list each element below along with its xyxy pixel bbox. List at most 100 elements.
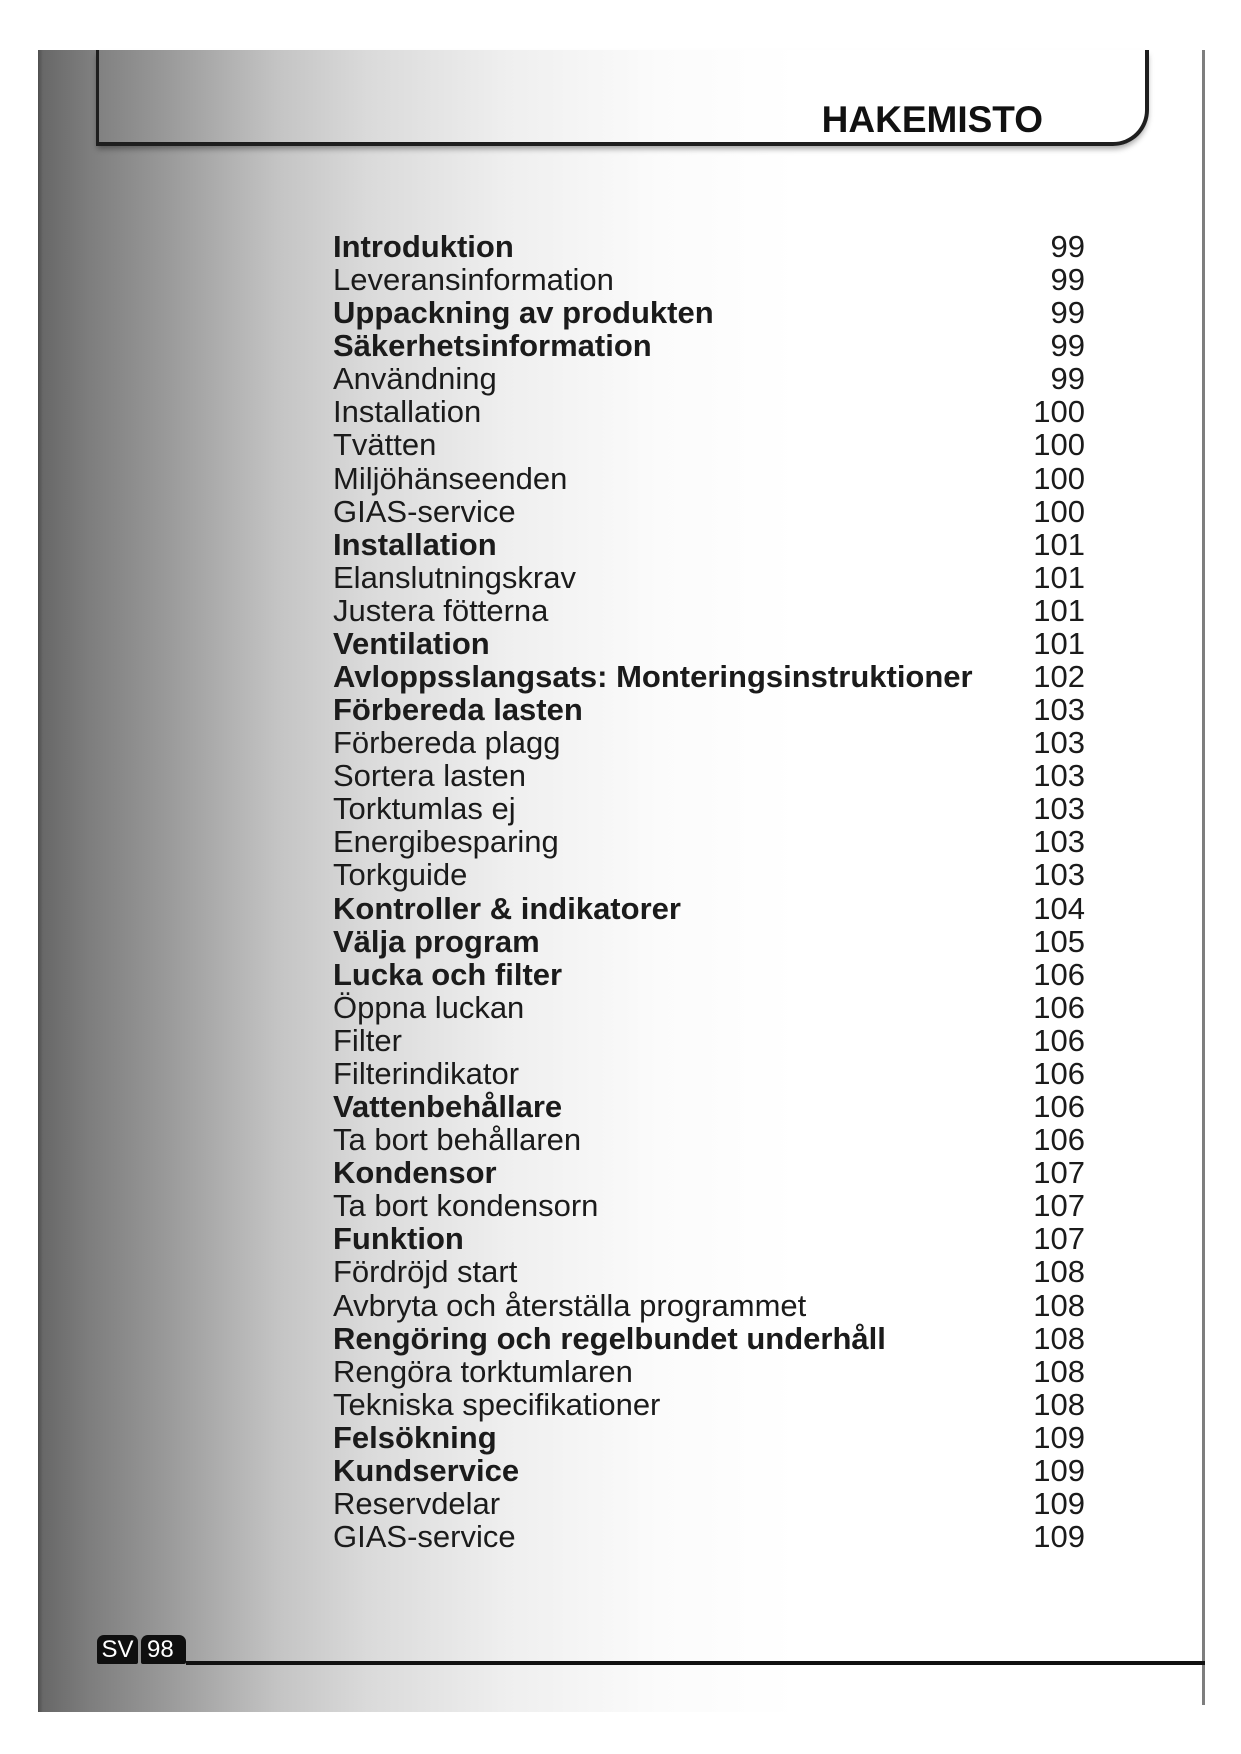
toc-row: Justera fötterna 101 (333, 594, 1085, 627)
toc-item-page-number: 105 (1033, 923, 1085, 959)
toc-row: Felsökning 109 (333, 1421, 1085, 1454)
toc-row: Miljöhänseenden 100 (333, 460, 1085, 496)
toc-row: Kundservice 109 (333, 1454, 1085, 1487)
toc-item-page-number: 109 (1033, 1519, 1085, 1555)
toc-item-label: Installation (333, 394, 482, 430)
page-number-label: 98 (147, 1636, 174, 1663)
toc-item-page-number: 99 (1050, 262, 1085, 298)
toc-item-page-number: 99 (1050, 328, 1085, 364)
toc-row: Rengöring och regelbundet underhåll 108 (333, 1320, 1085, 1356)
toc-item-label: Användning (333, 361, 497, 397)
toc-row: Energibesparing 103 (333, 825, 1085, 858)
toc-item-label: Rengöring och regelbundet underhåll (333, 1320, 886, 1356)
toc-item-page-number: 106 (1033, 989, 1085, 1025)
toc-item-page-number: 103 (1033, 824, 1085, 860)
toc-row: Avbryta och återställa programmet 108 (333, 1287, 1085, 1323)
toc-item-page-number: 99 (1050, 295, 1085, 331)
toc-item-page-number: 103 (1033, 857, 1085, 893)
toc-item-label: Avbryta och återställa programmet (333, 1287, 807, 1323)
toc-item-label: Funktion (333, 1221, 464, 1257)
toc-item-label: Fördröjd start (333, 1254, 518, 1290)
toc-item-label: Uppackning av produkten (333, 295, 714, 331)
toc-item-page-number: 109 (1033, 1419, 1085, 1455)
toc-row: Välja program 105 (333, 925, 1085, 958)
toc-item-label: Sortera lasten (333, 758, 526, 794)
toc-item-label: Introduktion (333, 229, 514, 264)
toc-item-label: Torktumlas ej (333, 791, 516, 827)
toc-row: Ta bort kondensorn 107 (333, 1189, 1085, 1222)
toc-item-page-number: 106 (1033, 956, 1085, 992)
toc-item-page-number: 100 (1033, 493, 1085, 529)
toc-row: Leveransinformation 99 (333, 263, 1085, 296)
toc-item-page-number: 107 (1033, 1221, 1085, 1257)
toc-item-label: Miljöhänseenden (333, 460, 568, 496)
toc-item-label: Justera fötterna (333, 592, 549, 628)
toc-row: Sortera lasten 103 (333, 759, 1085, 792)
toc-item-page-number: 99 (1050, 229, 1085, 264)
toc-row: Ta bort behållaren 106 (333, 1123, 1085, 1156)
toc-row: Torktumlas ej 103 (333, 792, 1085, 825)
toc-item-page-number: 103 (1033, 791, 1085, 827)
toc-item-label: Ventilation (333, 625, 490, 661)
toc-item-page-number: 100 (1033, 427, 1085, 463)
toc-row: Öppna luckan 106 (333, 991, 1085, 1024)
toc-item-label: Rengöra torktumlaren (333, 1353, 633, 1389)
toc-item-label: Öppna luckan (333, 989, 525, 1025)
toc-row: Rengöra torktumlaren 108 (333, 1355, 1085, 1388)
toc-item-page-number: 101 (1033, 559, 1085, 595)
toc-item-page-number: 102 (1033, 659, 1085, 695)
toc-item-page-number: 108 (1033, 1353, 1085, 1389)
toc-row: Avloppsslangsats: Monteringsinstruktione… (333, 660, 1085, 693)
toc-item-label: Torkguide (333, 857, 468, 893)
toc-row: Användning 99 (333, 362, 1085, 395)
toc-item-label: Reservdelar (333, 1485, 501, 1521)
toc-row: Förbereda lasten 103 (333, 693, 1085, 726)
toc-row: Fördröjd start 108 (333, 1255, 1085, 1288)
toc-item-label: GIAS-service (333, 493, 516, 529)
page-title: HAKEMISTO (821, 99, 1043, 140)
toc-item-page-number: 104 (1033, 890, 1085, 926)
toc-row: GIAS-service 100 (333, 495, 1085, 528)
toc-item-page-number: 100 (1033, 460, 1085, 496)
toc-row: Uppackning av produkten 99 (333, 296, 1085, 329)
toc-item-label: Förbereda lasten (333, 692, 583, 728)
toc-item-label: Tvätten (333, 427, 437, 463)
toc-item-page-number: 108 (1033, 1320, 1085, 1356)
toc-item-page-number: 99 (1050, 361, 1085, 397)
toc-item-label: GIAS-service (333, 1519, 516, 1555)
toc-row: Förbereda plagg 103 (333, 726, 1085, 759)
toc-item-label: Ta bort kondensorn (333, 1188, 599, 1224)
toc-item-page-number: 106 (1033, 1022, 1085, 1058)
toc-item-label: Tekniska specifikationer (333, 1386, 661, 1422)
toc-row: Reservdelar 109 (333, 1487, 1085, 1520)
toc-row: Torkguide 103 (333, 858, 1085, 891)
toc-row: Tekniska specifikationer 108 (333, 1388, 1085, 1421)
footer-rule (186, 1661, 1205, 1665)
toc-item-page-number: 108 (1033, 1386, 1085, 1422)
toc-item-page-number: 100 (1033, 394, 1085, 430)
toc-item-page-number: 101 (1033, 526, 1085, 562)
toc-row: Kontroller & indikatorer 104 (333, 890, 1085, 926)
toc-row: Filterindikator 106 (333, 1057, 1085, 1090)
toc-item-label: Vattenbehållare (333, 1089, 563, 1125)
language-tab: SV (97, 1635, 138, 1664)
toc-row: Lucka och filter 106 (333, 958, 1085, 991)
toc-item-label: Kondensor (333, 1155, 497, 1191)
toc-item-label: Säkerhetsinformation (333, 328, 652, 364)
toc-row: Kondensor 107 (333, 1156, 1085, 1189)
toc-list: Introduktion 99 Leveransinformation 99 Uppac… (333, 230, 1085, 1553)
toc-item-label: Filterindikator (333, 1055, 520, 1091)
toc-row: Säkerhetsinformation 99 (333, 329, 1085, 362)
toc-item-label: Leveransinformation (333, 262, 614, 298)
toc-row: Installation 100 (333, 395, 1085, 428)
toc-row: Installation 101 (333, 528, 1085, 561)
toc-item-page-number: 109 (1033, 1452, 1085, 1488)
toc-row: Introduktion 99 (333, 230, 1085, 263)
toc-item-page-number: 108 (1033, 1254, 1085, 1290)
toc-item-label: Energibesparing (333, 824, 559, 860)
right-edge-rule (1202, 50, 1205, 1705)
toc-item-page-number: 107 (1033, 1155, 1085, 1191)
toc-row: Filter 106 (333, 1024, 1085, 1057)
toc-item-page-number: 109 (1033, 1485, 1085, 1521)
